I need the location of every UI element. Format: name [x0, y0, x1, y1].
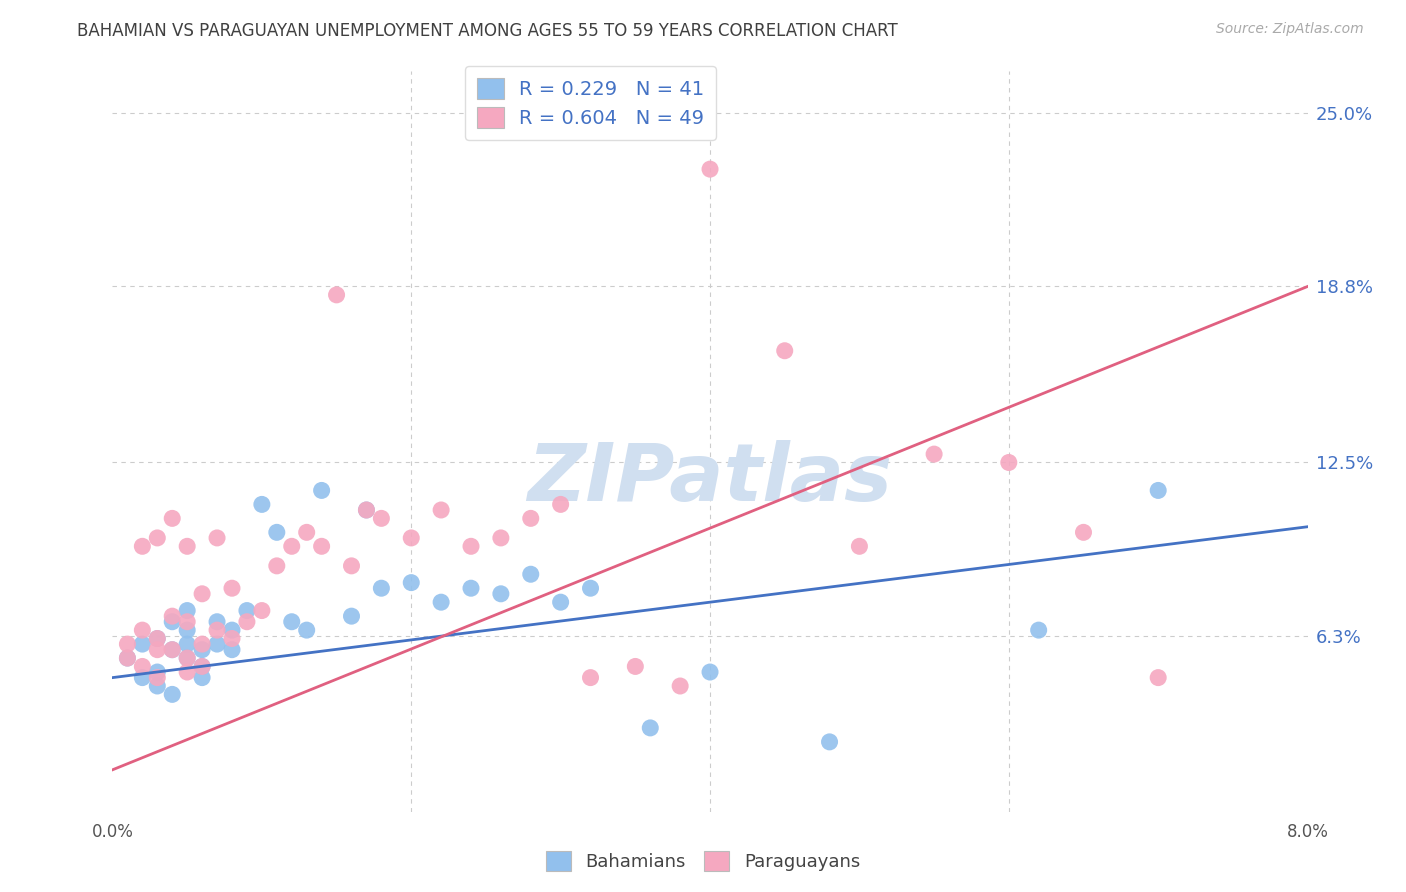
Point — [146, 671, 169, 685]
Point — [221, 623, 243, 637]
Point — [311, 483, 333, 498]
Legend: Bahamians, Paraguayans: Bahamians, Paraguayans — [538, 844, 868, 879]
Point — [550, 595, 572, 609]
Point — [146, 531, 169, 545]
Point — [250, 603, 273, 617]
Point — [773, 343, 796, 358]
Point — [340, 558, 363, 573]
Point — [295, 525, 318, 540]
Point — [191, 671, 214, 685]
Point — [460, 581, 482, 595]
Point — [162, 687, 183, 701]
Point — [176, 623, 198, 637]
Point — [146, 632, 169, 646]
Point — [1147, 483, 1170, 498]
Point — [489, 531, 512, 545]
Point — [295, 623, 318, 637]
Point — [370, 581, 392, 595]
Point — [1147, 671, 1170, 685]
Point — [176, 651, 198, 665]
Point — [176, 603, 198, 617]
Point — [191, 642, 214, 657]
Point — [250, 497, 273, 511]
Point — [176, 637, 198, 651]
Point — [191, 659, 214, 673]
Point — [176, 539, 198, 553]
Point — [191, 637, 214, 651]
Point — [624, 659, 647, 673]
Point — [266, 525, 288, 540]
Point — [370, 511, 392, 525]
Point — [191, 659, 214, 673]
Text: BAHAMIAN VS PARAGUAYAN UNEMPLOYMENT AMONG AGES 55 TO 59 YEARS CORRELATION CHART: BAHAMIAN VS PARAGUAYAN UNEMPLOYMENT AMON… — [77, 22, 898, 40]
Point — [236, 603, 259, 617]
Point — [699, 665, 721, 679]
Point — [489, 587, 512, 601]
Point — [221, 642, 243, 657]
Point — [205, 623, 228, 637]
Point — [401, 531, 423, 545]
Point — [162, 642, 183, 657]
Point — [311, 539, 333, 553]
Point — [236, 615, 259, 629]
Point — [430, 503, 453, 517]
Point — [579, 671, 602, 685]
Point — [520, 567, 543, 582]
Point — [356, 503, 378, 517]
Point — [191, 587, 214, 601]
Point — [266, 558, 288, 573]
Point — [176, 615, 198, 629]
Point — [579, 581, 602, 595]
Point — [998, 455, 1021, 469]
Point — [1073, 525, 1095, 540]
Point — [131, 539, 153, 553]
Point — [281, 539, 304, 553]
Point — [162, 511, 183, 525]
Point — [818, 735, 841, 749]
Point — [401, 575, 423, 590]
Point — [640, 721, 662, 735]
Point — [176, 665, 198, 679]
Point — [356, 503, 378, 517]
Point — [146, 642, 169, 657]
Point — [430, 595, 453, 609]
Point — [699, 162, 721, 177]
Point — [131, 659, 153, 673]
Point — [117, 637, 139, 651]
Point — [1028, 623, 1050, 637]
Point — [162, 609, 183, 624]
Point — [146, 679, 169, 693]
Point — [550, 497, 572, 511]
Point — [460, 539, 482, 553]
Point — [922, 447, 945, 461]
Point — [520, 511, 543, 525]
Legend: R = 0.229   N = 41, R = 0.604   N = 49: R = 0.229 N = 41, R = 0.604 N = 49 — [465, 66, 716, 140]
Point — [205, 637, 228, 651]
Point — [205, 615, 228, 629]
Point — [669, 679, 692, 693]
Point — [146, 632, 169, 646]
Point — [131, 637, 153, 651]
Point — [848, 539, 870, 553]
Point — [117, 651, 139, 665]
Point — [146, 665, 169, 679]
Point — [176, 651, 198, 665]
Point — [117, 651, 139, 665]
Point — [340, 609, 363, 624]
Point — [221, 632, 243, 646]
Point — [131, 623, 153, 637]
Point — [205, 531, 228, 545]
Point — [162, 642, 183, 657]
Text: Source: ZipAtlas.com: Source: ZipAtlas.com — [1216, 22, 1364, 37]
Text: ZIPatlas: ZIPatlas — [527, 440, 893, 517]
Point — [325, 288, 347, 302]
Point — [221, 581, 243, 595]
Point — [162, 615, 183, 629]
Point — [131, 671, 153, 685]
Point — [281, 615, 304, 629]
